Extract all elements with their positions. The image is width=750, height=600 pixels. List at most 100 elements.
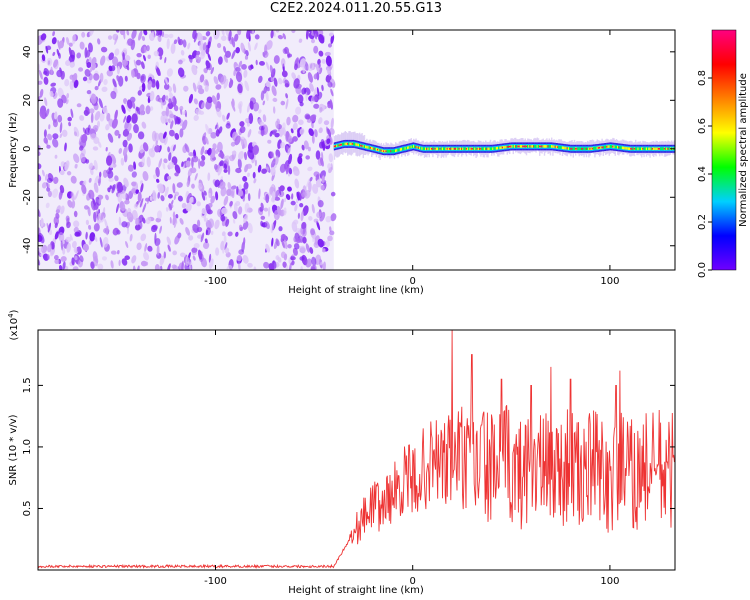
noise-speckle	[133, 203, 139, 209]
noise-speckle	[131, 255, 137, 264]
noise-speckle	[163, 251, 166, 259]
noise-speckle	[228, 79, 234, 89]
noise-speckle	[140, 61, 145, 70]
track-core	[665, 147, 667, 151]
noise-speckle	[223, 235, 227, 244]
track-core	[445, 147, 447, 151]
track-core	[641, 147, 643, 151]
track-core	[625, 147, 627, 150]
noise-speckle	[305, 92, 308, 101]
noise-speckle	[154, 232, 157, 244]
noise-speckle	[60, 70, 65, 80]
track-core	[656, 147, 658, 151]
noise-speckle	[76, 52, 82, 59]
noise-speckle	[125, 240, 129, 249]
noise-speckle	[114, 175, 119, 182]
noise-speckle	[283, 207, 287, 214]
noise-speckle	[216, 141, 223, 153]
noise-speckle	[207, 172, 211, 181]
noise-speckle	[152, 190, 157, 202]
noise-speckle	[120, 189, 127, 200]
noise-speckle	[140, 75, 145, 81]
track-core	[644, 147, 646, 151]
noise-speckle	[57, 98, 64, 108]
noise-speckle	[295, 237, 302, 244]
noise-speckle	[260, 220, 264, 227]
track-core	[441, 147, 444, 151]
noise-speckle	[98, 171, 102, 178]
noise-speckle	[327, 43, 333, 48]
noise-speckle	[79, 41, 85, 50]
track-core	[647, 147, 649, 151]
track-core	[590, 147, 592, 150]
snr-x-tick-label: -100	[204, 576, 227, 587]
noise-speckle	[319, 107, 323, 113]
noise-speckle	[64, 160, 70, 171]
track-core	[405, 146, 408, 150]
noise-speckle	[93, 73, 100, 81]
track-core	[572, 147, 574, 151]
noise-speckle	[290, 200, 296, 206]
noise-speckle	[68, 54, 75, 63]
noise-speckle	[148, 32, 155, 41]
noise-speckle	[107, 35, 113, 40]
noise-speckle	[202, 241, 210, 249]
noise-speckle	[330, 191, 336, 197]
noise-speckle	[161, 94, 166, 103]
noise-speckle	[326, 67, 331, 74]
noise-speckle	[233, 202, 238, 214]
track-core	[393, 149, 396, 153]
noise-speckle	[137, 191, 142, 203]
noise-speckle	[224, 247, 230, 254]
noise-speckle	[68, 42, 73, 47]
noise-speckle	[310, 38, 316, 44]
noise-speckle	[305, 155, 310, 160]
noise-speckle	[116, 250, 120, 255]
spectrogram-y-tick-label: 40	[22, 45, 33, 58]
track-core	[357, 143, 360, 147]
noise-speckle	[145, 105, 151, 115]
noise-speckle	[227, 165, 231, 176]
noise-speckle	[152, 174, 157, 180]
noise-speckle	[81, 133, 88, 144]
noise-speckle	[208, 192, 212, 199]
noise-speckle	[206, 96, 213, 104]
noise-speckle	[93, 182, 99, 193]
noise-speckle	[318, 34, 325, 44]
noise-speckle	[208, 218, 215, 228]
noise-speckle	[293, 219, 299, 225]
noise-speckle	[330, 213, 337, 222]
noise-speckle	[219, 181, 226, 190]
noise-speckle	[46, 187, 51, 192]
noise-speckle	[201, 209, 207, 215]
noise-speckle	[311, 204, 315, 214]
track-core	[416, 146, 418, 149]
noise-speckle	[65, 236, 72, 243]
noise-speckle	[312, 183, 319, 194]
noise-speckle	[62, 247, 66, 255]
noise-speckle	[127, 123, 132, 132]
noise-speckle	[174, 172, 179, 177]
noise-speckle	[59, 184, 65, 194]
noise-speckle	[115, 203, 120, 214]
snr-y-ticks: 0.5 1.0 1.5	[22, 377, 675, 516]
noise-speckle	[169, 113, 175, 119]
noise-speckle	[45, 202, 50, 209]
noise-speckle	[67, 116, 72, 122]
track-core	[481, 147, 483, 151]
noise-speckle	[54, 154, 58, 159]
noise-speckle	[159, 255, 165, 266]
track-core	[617, 145, 619, 149]
noise-speckle	[167, 146, 171, 153]
noise-speckle	[122, 52, 125, 61]
noise-speckle	[275, 149, 281, 158]
noise-speckle	[93, 159, 98, 171]
noise-speckle	[316, 220, 321, 231]
noise-speckle	[252, 145, 260, 155]
noise-speckle	[325, 240, 331, 248]
noise-speckle	[159, 225, 162, 234]
spectrogram-x-tick-label: 0	[410, 276, 416, 287]
noise-speckle	[244, 164, 249, 173]
track-core	[495, 147, 498, 150]
noise-speckle	[197, 249, 203, 260]
